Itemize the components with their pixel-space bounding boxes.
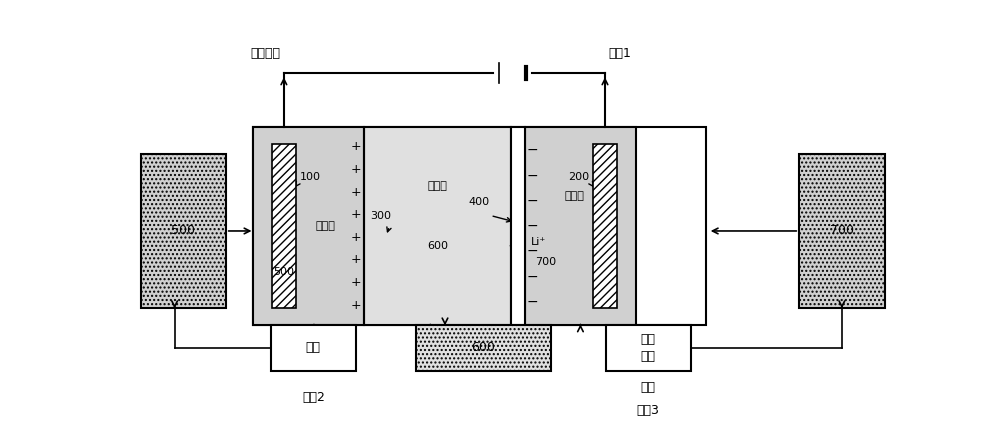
Text: 沉淀: 沉淀 [641,381,656,394]
Bar [253,127,364,325]
Bar [525,127,636,325]
Text: Li⁺: Li⁺ [531,237,546,247]
Text: +: + [351,253,362,266]
Text: 200: 200 [568,172,589,181]
Text: −: − [527,295,538,309]
Text: 300: 300 [370,211,391,221]
Bar [511,127,525,325]
Text: 蒸发
结晶: 蒸发 结晶 [641,333,656,363]
Text: 600: 600 [472,342,495,354]
Text: 产物1: 产物1 [609,47,632,59]
Text: 二氧化碳: 二氧化碳 [250,47,280,59]
Text: 脱锂池: 脱锂池 [428,181,448,191]
Text: 100: 100 [299,172,320,181]
Bar [253,127,706,325]
Text: 500: 500 [171,224,195,238]
Bar [606,325,691,371]
Text: +: + [351,186,362,199]
Text: −: − [527,194,538,208]
Bar [140,154,226,309]
Text: 700: 700 [535,257,556,267]
Text: −: − [527,169,538,182]
Text: 阴极池: 阴极池 [565,191,585,201]
Bar [364,127,511,325]
Text: −: − [527,244,538,258]
Text: +: + [351,163,362,176]
Bar [271,325,356,371]
Text: 产物3: 产物3 [637,404,660,417]
Bar [364,127,511,325]
Text: 500: 500 [273,267,294,277]
Text: 产物2: 产物2 [302,391,325,404]
Text: +: + [351,231,362,244]
Bar [593,144,617,309]
Text: −: − [527,143,538,157]
Bar [799,154,885,309]
Text: +: + [351,140,362,153]
Text: 400: 400 [469,197,490,207]
Text: +: + [351,276,362,289]
Bar [253,127,364,325]
Text: +: + [351,299,362,312]
Text: +: + [351,208,362,221]
Text: −: − [527,270,538,284]
Bar [272,144,296,309]
Text: 600: 600 [427,241,448,251]
Bar [416,325,551,371]
Bar [525,127,636,325]
Text: 700: 700 [830,224,854,238]
Text: 阳极池: 阳极池 [315,221,335,231]
Text: 分离: 分离 [306,342,321,354]
Text: −: − [527,219,538,233]
